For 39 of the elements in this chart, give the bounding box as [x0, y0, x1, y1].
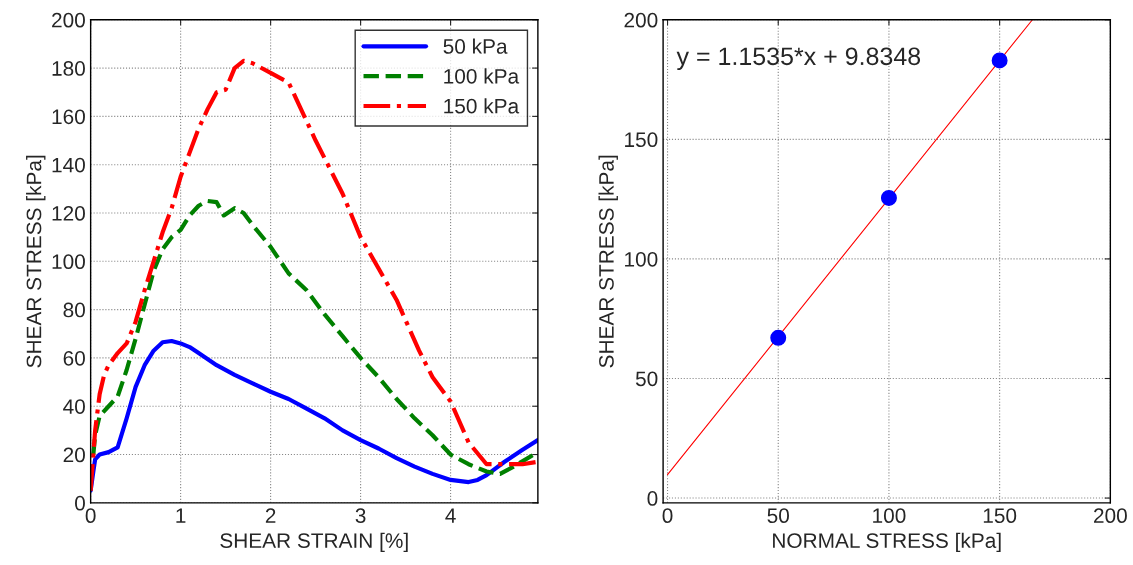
y-axis-title: SHEAR STRESS [kPa]: [598, 155, 618, 368]
x-tick-label: 0: [662, 508, 673, 524]
y-tick-label: 160: [52, 109, 85, 125]
x-tick-label: 3: [355, 508, 366, 524]
legend-label: 150 kPa: [444, 98, 520, 114]
legend-label: 100 kPa: [444, 68, 520, 84]
y-tick-label: 100: [625, 251, 658, 267]
y-tick-label: 150: [625, 132, 658, 148]
x-tick-label: 100: [873, 508, 906, 524]
point: [770, 329, 787, 346]
y-axis-title: SHEAR STRESS [kPa]: [26, 155, 46, 368]
y-tick-label: 200: [624, 12, 658, 28]
y-tick-label: 60: [63, 350, 85, 366]
x-axis-title: NORMAL STRESS [kPa]: [773, 532, 1001, 553]
y-tick-label: 80: [63, 302, 85, 318]
y-tick-label: 140: [52, 157, 85, 173]
x-tick-label: 200: [1094, 508, 1127, 524]
line-series: [90, 58, 538, 493]
x-tick-label: 1: [176, 508, 186, 523]
y-tick-label: 180: [52, 61, 85, 76]
x-tick-label: 150: [983, 508, 1017, 524]
x-tick-label: 2: [265, 508, 276, 523]
x-axis-title: SHEAR STRAIN [%]: [220, 532, 408, 553]
annotation: y = 1.1535*x + 9.8348: [676, 47, 921, 71]
line-series: [90, 338, 538, 493]
y-tick-label: 0: [647, 491, 658, 506]
y-tick-label: 100: [52, 254, 85, 270]
y-tick-label: 0: [75, 495, 85, 511]
point: [991, 52, 1008, 69]
y-tick-label: 40: [63, 399, 85, 414]
y-tick-label: 20: [63, 447, 85, 463]
x-tick-label: 50: [767, 508, 790, 524]
point: [880, 189, 897, 206]
x-tick-label: 4: [445, 508, 456, 523]
y-tick-label: 200: [52, 12, 85, 28]
y-tick-label: 120: [52, 206, 85, 221]
legend-label: 50 kPa: [443, 38, 508, 54]
y-tick-label: 50: [635, 371, 658, 387]
x-tick-label: 0: [85, 508, 96, 524]
